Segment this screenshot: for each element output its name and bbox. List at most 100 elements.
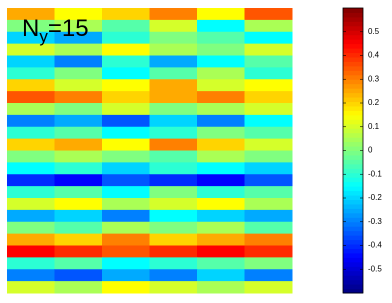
cell	[244, 150, 293, 163]
tick-label: -0.3	[368, 217, 382, 226]
cell	[244, 67, 293, 80]
cell	[149, 138, 198, 151]
cell	[149, 150, 198, 163]
cell	[54, 79, 103, 92]
colorbar-step	[343, 30, 363, 36]
cell	[7, 8, 55, 21]
cell	[7, 43, 55, 56]
colorbar-step	[343, 168, 363, 174]
cell	[197, 221, 245, 235]
cell	[197, 55, 245, 68]
cell	[102, 233, 150, 246]
cell	[7, 269, 55, 282]
colorbar-step	[343, 275, 363, 281]
colorbar-step	[343, 97, 363, 103]
cell	[102, 91, 150, 104]
cell	[7, 209, 55, 223]
colorbar-step	[343, 39, 363, 45]
cell	[244, 257, 293, 270]
colorbar-step	[343, 128, 363, 134]
cell	[197, 67, 245, 80]
colorbar-step	[343, 230, 363, 236]
colorbar-step	[343, 279, 363, 285]
cell	[197, 186, 245, 199]
cell	[54, 8, 103, 21]
cell	[7, 162, 55, 175]
cell	[149, 79, 198, 92]
cell	[149, 269, 198, 282]
cell	[102, 209, 150, 223]
tick-label: -0.4	[368, 241, 382, 250]
cell	[149, 55, 198, 68]
colorbar-step	[343, 110, 363, 116]
colorbar-step	[343, 217, 363, 223]
colorbar-step	[343, 284, 363, 290]
cell	[102, 103, 150, 116]
colorbar-step	[343, 25, 363, 31]
cell	[102, 79, 150, 92]
cell	[102, 126, 150, 140]
colorbar-step	[343, 203, 363, 209]
colorbar-step	[343, 123, 363, 129]
colorbar-step	[343, 235, 363, 241]
cell	[102, 8, 150, 21]
colorbar-step	[343, 114, 363, 120]
colorbar: 0.5 0.4 0.3 0.2 0.1 0 -0.1 -0.2 -0.3 -0.4 -0.5	[342, 7, 382, 294]
cell	[149, 162, 198, 175]
tick-label: -0.5	[368, 264, 382, 273]
cell	[7, 221, 55, 235]
colorbar-step	[343, 248, 363, 254]
cell	[149, 186, 198, 199]
colorbar-step	[343, 190, 363, 196]
cell	[149, 221, 198, 235]
cell	[7, 91, 55, 104]
cell	[102, 138, 150, 151]
cell	[244, 198, 293, 211]
cell	[102, 150, 150, 163]
cell	[54, 162, 103, 175]
cell	[197, 138, 245, 151]
cell	[54, 31, 103, 45]
cell	[149, 103, 198, 116]
colorbar-step	[343, 16, 363, 22]
colorbar-step	[343, 244, 363, 249]
cell	[197, 269, 245, 282]
cell	[54, 19, 103, 33]
colorbar-step	[343, 34, 363, 40]
cell	[102, 257, 150, 270]
cell	[244, 103, 293, 116]
cell	[54, 257, 103, 270]
cell	[244, 8, 293, 21]
tick-label: -0.2	[368, 193, 382, 202]
cell	[54, 221, 103, 235]
colorbar-step	[343, 199, 363, 205]
cell	[7, 174, 55, 187]
colorbar-step	[343, 270, 363, 276]
cell	[7, 138, 55, 151]
colorbar-step	[343, 288, 363, 294]
cell	[149, 31, 198, 45]
cell	[244, 269, 293, 282]
cell	[197, 31, 245, 45]
annotation-base: N	[22, 15, 39, 42]
cell	[149, 91, 198, 104]
cell	[7, 233, 55, 246]
annotation: Ny=15	[22, 15, 89, 46]
colorbar-step	[343, 257, 363, 263]
heatmap	[7, 8, 293, 294]
cell	[54, 281, 103, 294]
cell	[54, 233, 103, 246]
colorbar-step	[343, 74, 363, 80]
cell	[54, 114, 103, 128]
cell	[7, 126, 55, 140]
tick-label: 0.3	[368, 74, 380, 83]
colorbar-step	[343, 261, 363, 267]
colorbar-step	[343, 137, 363, 143]
cell	[197, 209, 245, 223]
colorbar-step	[343, 48, 363, 54]
cell	[149, 209, 198, 223]
colorbar-step	[343, 65, 363, 71]
cell	[7, 281, 55, 294]
